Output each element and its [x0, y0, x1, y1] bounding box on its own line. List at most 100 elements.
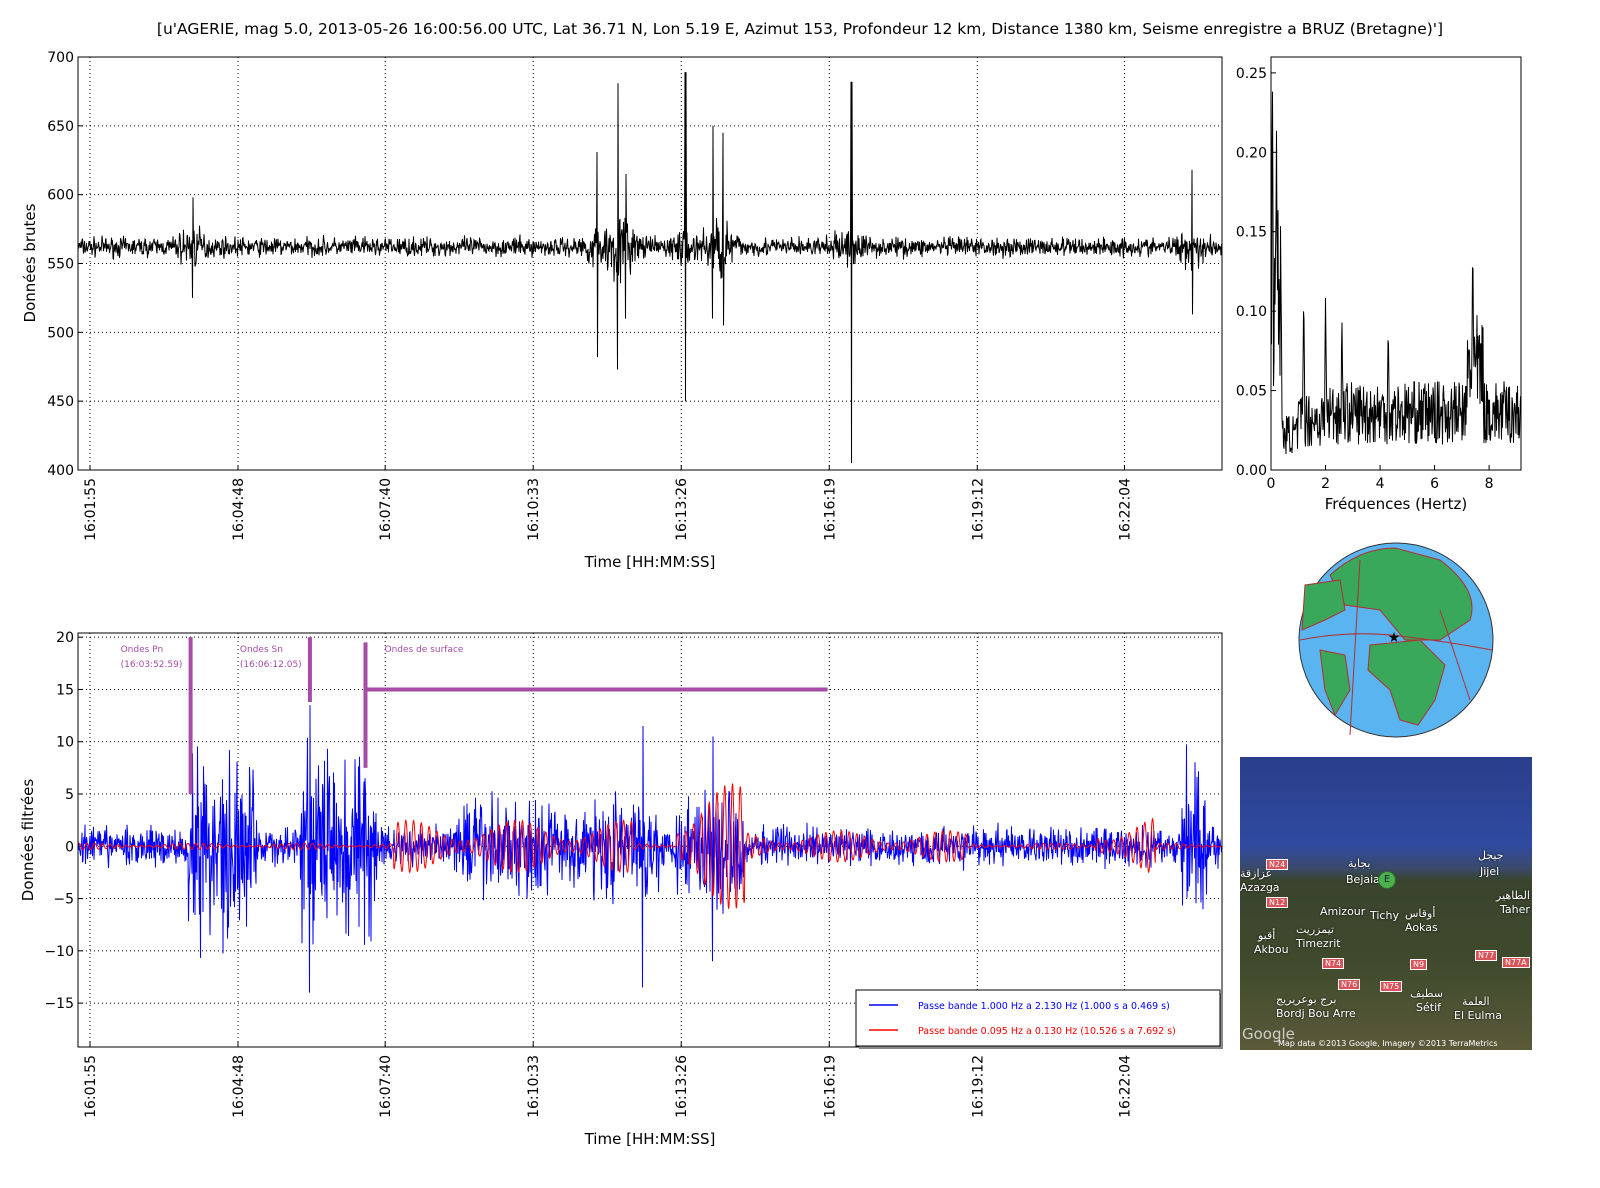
map-label: Timezrit — [1296, 937, 1341, 950]
y-tick-label: 10 — [56, 735, 74, 751]
y-tick-label: −5 — [53, 892, 74, 908]
x-tick-label: 16:19:12 — [970, 478, 986, 541]
x-tick-label: 16:13:26 — [674, 478, 690, 541]
y-tick-label: 0.00 — [1236, 463, 1267, 479]
y-tick-label: 15 — [56, 682, 74, 698]
x-tick-label: 16:07:40 — [378, 478, 394, 541]
x-tick-label: 8 — [1485, 476, 1494, 492]
x-tick-label: 16:10:33 — [526, 1055, 542, 1118]
y-tick-label: 0.10 — [1236, 304, 1267, 320]
y-tick-label: 650 — [47, 119, 74, 135]
map-label: Jijel — [1480, 865, 1500, 878]
map-label: برج بوعريريج — [1276, 993, 1337, 1006]
x-tick-label: 16:10:33 — [526, 478, 542, 541]
map-label: Azazga — [1240, 881, 1280, 894]
y-tick-label: 600 — [47, 188, 74, 204]
plot-frame — [77, 56, 1223, 471]
map-label: العلمة — [1462, 995, 1490, 1008]
map-label: Amizour — [1320, 905, 1366, 918]
map-label: Bordj Bou Arreridj — [1276, 1007, 1356, 1020]
road-badge: N12 — [1266, 897, 1289, 908]
x-axis-label: Fréquences (Hertz) — [1325, 495, 1468, 513]
x-tick-label: 16:01:55 — [83, 478, 99, 541]
land-africa — [1367, 639, 1446, 726]
y-tick-label: 0.25 — [1236, 66, 1267, 82]
phase-time-label: (16:03:52.59) — [121, 660, 183, 670]
x-tick-label: 16:22:04 — [1117, 1055, 1133, 1118]
map-label: تيمزريت — [1296, 923, 1334, 936]
x-tick-label: 2 — [1321, 476, 1330, 492]
red-filtered-series — [77, 783, 1222, 910]
map-label: Sétif — [1416, 1001, 1441, 1014]
figure-title: [u'AGERIE, mag 5.0, 2013-05-26 16:00:56.… — [156, 20, 1444, 38]
road-badge: N74 — [1322, 958, 1345, 969]
x-axis-label: Time [HH:MM:SS] — [584, 553, 716, 571]
map-label: سطيف — [1410, 987, 1443, 1000]
land-south-america — [1319, 649, 1351, 717]
epicenter-marker-icon[interactable]: E — [1378, 871, 1396, 889]
y-tick-label: 400 — [47, 463, 74, 479]
y-tick-label: 0.15 — [1236, 225, 1267, 241]
y-tick-label: −10 — [44, 944, 74, 960]
epicenter-star-icon: ★ — [1388, 630, 1401, 646]
map-label: جيجل — [1478, 849, 1504, 862]
map-label: Aokas — [1405, 921, 1438, 934]
x-tick-label: 16:19:12 — [970, 1055, 986, 1118]
map-credit: Map data ©2013 Google, Imagery ©2013 Ter… — [1278, 1039, 1498, 1048]
y-tick-label: 0.20 — [1236, 145, 1267, 161]
spectrum-line — [1270, 91, 1521, 455]
y-tick-label: −15 — [44, 996, 74, 1012]
road-badge: N77A — [1502, 957, 1530, 968]
y-tick-label: 550 — [47, 257, 74, 273]
y-axis-label: Données filtrées — [19, 779, 37, 902]
y-tick-label: 5 — [65, 787, 74, 803]
y-axis-label: Données brutes — [21, 203, 39, 322]
x-tick-label: 16:16:19 — [822, 478, 838, 541]
map-label: Tichy — [1370, 909, 1399, 922]
road-badge: N75 — [1380, 981, 1403, 992]
map-label: Akbou — [1254, 943, 1289, 956]
map-label: Taher — [1500, 903, 1530, 916]
blue-filtered-series — [77, 705, 1222, 993]
map-label: بجاية — [1348, 857, 1371, 870]
x-tick-label: 16:04:48 — [231, 1055, 247, 1118]
satellite-map[interactable]: بجاية Bejaia جيجل Jijel عزازقة Azazga Am… — [1240, 757, 1532, 1050]
land-eurasia — [1329, 547, 1473, 641]
y-tick-label: 0 — [65, 839, 74, 855]
road-badge: N9 — [1410, 959, 1428, 970]
legend — [855, 989, 1221, 1047]
x-tick-label: 16:16:19 — [822, 1055, 838, 1118]
y-tick-label: 450 — [47, 394, 74, 410]
phase-label: Ondes Sn — [240, 645, 283, 655]
land-americas — [1301, 579, 1346, 631]
y-tick-label: 0.05 — [1236, 384, 1267, 400]
x-tick-label: 16:22:04 — [1117, 478, 1133, 541]
y-tick-label: 500 — [47, 325, 74, 341]
road-badge: N77 — [1475, 950, 1498, 961]
legend-entry: Passe bande 1.000 Hz a 2.130 Hz (1.000 s… — [918, 1001, 1170, 1012]
map-label: عزازقة — [1240, 867, 1273, 880]
map-label: El Eulma — [1454, 1009, 1502, 1022]
phase-time-label: (16:06:12.05) — [240, 660, 302, 670]
x-tick-label: 16:13:26 — [674, 1055, 690, 1118]
x-tick-label: 16:01:55 — [83, 1055, 99, 1118]
road-badge: N24 — [1266, 859, 1289, 870]
plot-frame — [77, 632, 1223, 1048]
x-tick-label: 16:04:48 — [231, 478, 247, 541]
y-tick-label: 700 — [47, 50, 74, 66]
x-tick-label: 0 — [1267, 476, 1276, 492]
map-label: أوقاس — [1405, 907, 1436, 920]
y-tick-label: 20 — [56, 630, 74, 646]
raw-waveform — [77, 72, 1222, 464]
road-badge: N76 — [1338, 979, 1361, 990]
map-label: Bejaia — [1346, 873, 1380, 886]
x-tick-label: 16:07:40 — [378, 1055, 394, 1118]
legend-entry: Passe bande 0.095 Hz a 0.130 Hz (10.526 … — [918, 1026, 1176, 1037]
plot-frame — [1270, 56, 1522, 471]
x-tick-label: 4 — [1376, 476, 1385, 492]
x-tick-label: 6 — [1430, 476, 1439, 492]
google-logo[interactable]: Google — [1242, 1025, 1295, 1043]
phase-label: Ondes de surface — [384, 645, 463, 655]
